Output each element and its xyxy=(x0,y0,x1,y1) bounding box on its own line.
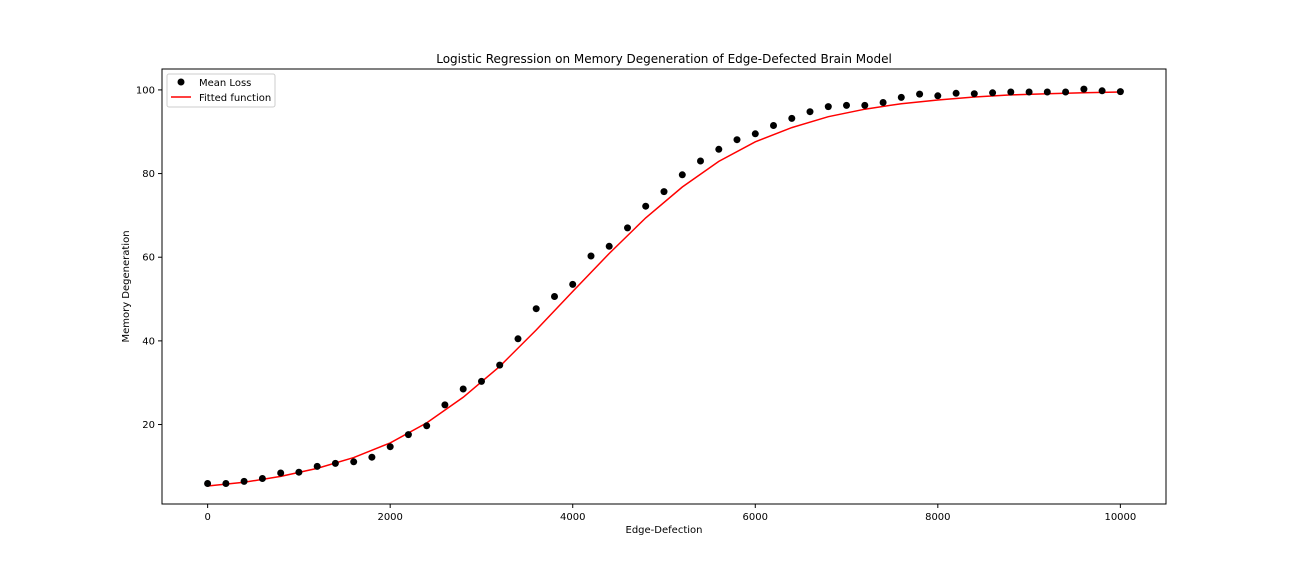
mean-loss-point xyxy=(970,90,978,98)
fitted-function-line xyxy=(207,91,1121,487)
mean-loss-point xyxy=(404,431,412,439)
x-tick-label: 2000 xyxy=(377,512,402,523)
mean-loss-point xyxy=(1080,85,1088,93)
mean-loss-point xyxy=(204,480,212,487)
plot-area xyxy=(161,68,1167,505)
mean-loss-point xyxy=(715,145,723,153)
mean-loss-point xyxy=(569,280,577,288)
y-tick-label: 80 xyxy=(142,169,155,180)
mean-loss-layer xyxy=(204,85,1124,487)
mean-loss-point xyxy=(824,103,832,111)
y-axis: 20 40 60 80 100 xyxy=(136,85,162,431)
mean-loss-point xyxy=(605,242,613,250)
mean-loss-point xyxy=(1007,88,1015,96)
mean-loss-point xyxy=(1025,88,1033,96)
mean-loss-point xyxy=(934,92,942,100)
mean-loss-point xyxy=(843,101,850,109)
mean-loss-point xyxy=(861,101,869,109)
mean-loss-point xyxy=(751,130,759,138)
mean-loss-point xyxy=(1043,88,1051,96)
y-tick-label: 20 xyxy=(142,420,155,431)
mean-loss-point xyxy=(1062,88,1070,96)
mean-loss-point xyxy=(1098,87,1106,95)
mean-loss-point xyxy=(222,480,230,487)
mean-loss-point xyxy=(916,90,924,98)
mean-loss-point xyxy=(441,401,449,409)
x-tick-label: 10000 xyxy=(1104,512,1136,523)
legend-label-mean-loss: Mean Loss xyxy=(199,78,251,89)
mean-loss-point xyxy=(368,453,376,461)
y-axis-label: Memory Degeneration xyxy=(121,230,132,342)
mean-loss-point xyxy=(697,157,704,165)
mean-loss-point xyxy=(806,108,814,116)
mean-loss-point xyxy=(514,335,522,343)
mean-loss-point xyxy=(660,188,668,196)
y-tick-label: 40 xyxy=(142,336,155,347)
chart-title: Logistic Regression on Memory Degenerati… xyxy=(436,52,892,66)
legend: Mean Loss Fitted function xyxy=(166,73,276,108)
legend-label-fitted-function: Fitted function xyxy=(199,93,271,104)
mean-loss-point xyxy=(879,99,887,106)
mean-loss-point xyxy=(423,422,431,430)
mean-loss-point xyxy=(478,377,485,385)
mean-loss-point xyxy=(642,202,650,210)
fitted-function-layer xyxy=(207,91,1121,487)
y-tick-label: 60 xyxy=(142,253,155,264)
mean-loss-point xyxy=(386,443,394,451)
x-tick-label: 4000 xyxy=(560,512,585,523)
mean-loss-point xyxy=(532,305,540,313)
x-tick-label: 0 xyxy=(204,512,210,523)
mean-loss-point xyxy=(788,114,796,122)
mean-loss-point xyxy=(331,459,339,467)
mean-loss-point xyxy=(897,93,905,101)
mean-loss-point xyxy=(733,136,741,144)
x-tick-label: 6000 xyxy=(743,512,768,523)
x-tick-label: 8000 xyxy=(925,512,950,523)
mean-loss-point xyxy=(295,468,303,476)
mean-loss-point xyxy=(459,385,467,393)
mean-loss-point xyxy=(551,293,558,300)
mean-loss-point xyxy=(1116,88,1124,96)
mean-loss-point xyxy=(313,462,321,470)
mean-loss-point xyxy=(770,122,777,129)
mean-loss-point xyxy=(350,458,358,466)
x-axis: 0 2000 4000 6000 8000 10000 xyxy=(204,504,1136,523)
mean-loss-point xyxy=(240,477,248,485)
mean-loss-point xyxy=(952,89,960,97)
mean-loss-point xyxy=(624,224,631,232)
legend-box xyxy=(166,73,276,108)
mean-loss-point xyxy=(277,469,285,477)
mean-loss-point xyxy=(587,252,595,260)
mean-loss-point xyxy=(496,361,504,369)
mean-loss-point xyxy=(258,475,266,482)
y-tick-label: 100 xyxy=(136,85,155,96)
x-axis-label: Edge-Defection xyxy=(626,525,703,536)
legend-marker-mean-loss xyxy=(177,78,185,86)
mean-loss-point xyxy=(989,89,997,97)
mean-loss-point xyxy=(678,171,686,179)
